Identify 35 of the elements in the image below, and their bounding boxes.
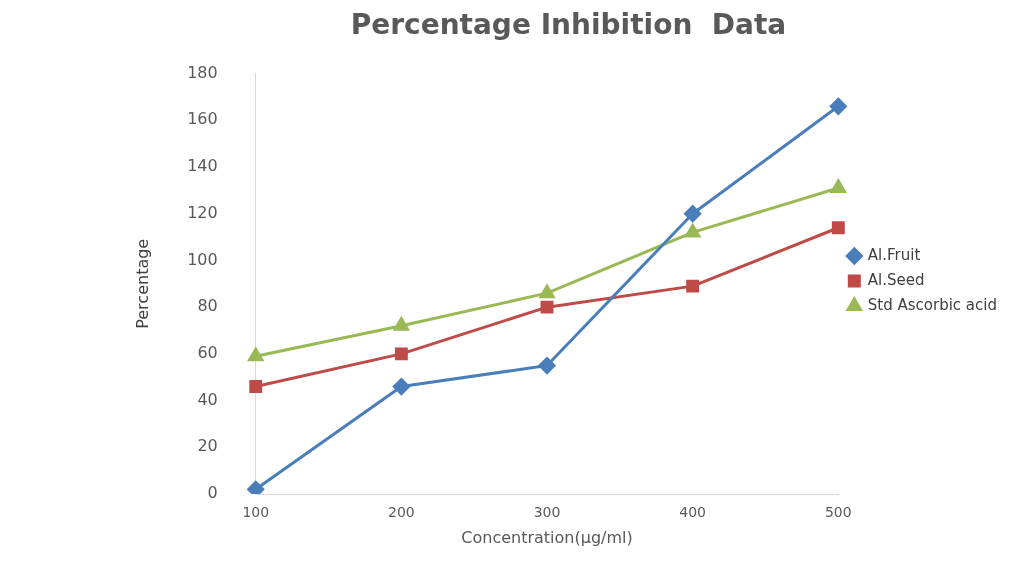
point [685,223,701,238]
x-tick-label: 500 [824,504,852,521]
point [686,279,700,293]
y-tick-label: 80 [197,296,218,316]
point [392,378,410,396]
point [830,179,846,194]
y-tick-label: 160 [187,109,218,129]
y-tick-label: 40 [197,389,218,409]
y-tick-label: 60 [197,343,218,363]
x-tick-label: 200 [388,504,415,521]
chart-title: Percentage Inhibition Data [350,8,787,42]
point [539,284,555,299]
legend-label: Al.Seed [867,270,925,289]
x-tick-label: 300 [533,504,561,521]
y-axis-title: Percentage [132,238,152,329]
point [829,97,847,115]
y-tick-label: 140 [187,156,218,176]
point [248,347,264,362]
x-tick-label: 400 [679,504,707,521]
point [249,380,263,394]
y-tick-label: 180 [187,62,218,82]
point [393,317,409,331]
y-tick-label: 20 [197,436,218,456]
point [540,300,554,314]
x-axis-title: Concentration(µg/ml) [461,527,633,547]
y-tick-label: 0 [207,483,218,503]
legend-label: Std Ascorbic acid [867,295,998,314]
point [394,347,408,361]
point [831,221,845,235]
legend-label: Al.Fruit [867,245,921,264]
y-tick-label: 100 [187,249,218,269]
point [684,205,702,223]
point [538,357,556,375]
y-tick-label: 120 [187,202,218,222]
x-tick-label: 100 [242,504,270,521]
